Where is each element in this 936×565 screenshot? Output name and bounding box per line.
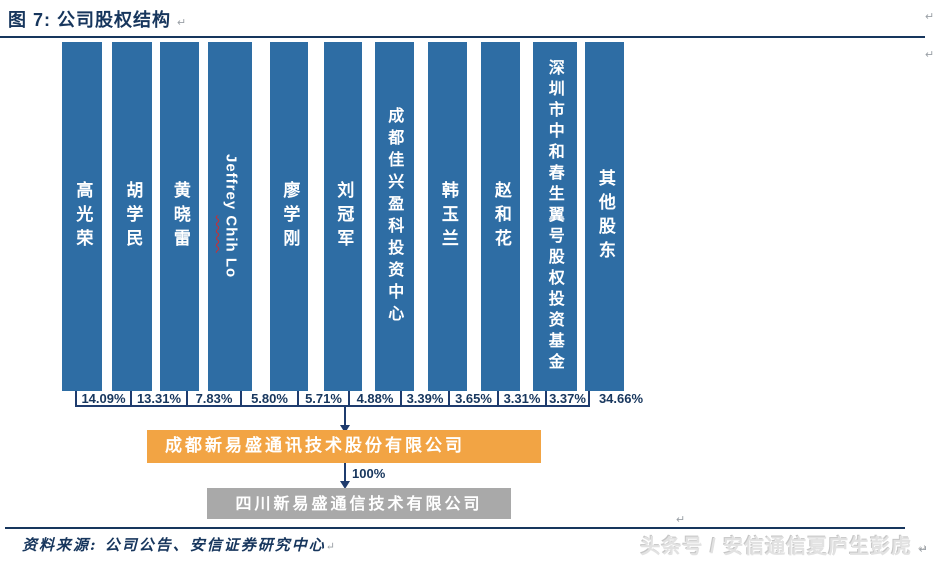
percent-row-baseline (75, 405, 588, 407)
paragraph-mark: ↵ (676, 514, 686, 526)
parent-company-box: 成都新易盛通讯技术股份有限公司 (147, 430, 541, 463)
shareholder-bar: 韩玉兰 (428, 42, 467, 391)
ownership-percent-label: 100% (352, 466, 386, 481)
shareholder-name: 胡学民 (122, 180, 143, 253)
title-underline (0, 36, 925, 38)
shareholder-bar: 高光荣 (62, 42, 102, 391)
source-text: 资料来源: 公司公告、安信证券研究中心 (22, 536, 326, 554)
shareholder-name: 成都佳兴盈科投资中心 (385, 106, 405, 327)
shareholder-bar: 黄晓雷 (160, 42, 199, 391)
percent-cell: 7.83% (186, 391, 240, 407)
shareholder-name: 赵和花 (490, 180, 511, 253)
shareholder-name: 廖学刚 (279, 180, 300, 253)
shareholder-bar: 刘冠军 (324, 42, 362, 391)
shareholder-name: 韩玉兰 (437, 180, 458, 253)
percent-cell: 3.37% (545, 391, 588, 407)
down-arrow-shaft (344, 407, 346, 427)
percent-row: 14.09% 13.31% 7.83% 5.80% 5.71% 4.88% 3.… (75, 391, 652, 407)
paragraph-mark: ↵ (918, 544, 928, 556)
percent-cell: 14.09% (75, 391, 130, 407)
down-arrow-icon (340, 425, 350, 433)
shareholder-bar: 深圳市中和春生翼号股权投资基金 (533, 42, 577, 391)
percent-cell: 5.80% (240, 391, 297, 407)
shareholder-bar: 其他股东 (585, 42, 624, 391)
source-note: 资料来源: 公司公告、安信证券研究中心↵ (22, 534, 335, 555)
percent-cell: 4.88% (348, 391, 400, 407)
shareholder-bar: 胡学民 (112, 42, 152, 391)
subsidiary-box: 四川新易盛通信技术有限公司 (207, 488, 511, 519)
shareholder-name: 高光荣 (72, 180, 93, 253)
shareholder-bar: Jeffrey Chih Lo (208, 42, 252, 391)
watermark-text: 头条号 / 安信通信夏庐生彭虎 (640, 536, 913, 558)
percent-cell: 34.66% (588, 391, 652, 407)
paragraph-mark: ↵ (925, 49, 935, 61)
down-arrow-shaft (344, 463, 346, 483)
percent-cell: 3.31% (497, 391, 545, 407)
shareholder-name: 黄晓雷 (169, 180, 190, 253)
shareholder-name: Jeffrey Chih Lo (222, 154, 239, 278)
spellcheck-squiggle: Chih (222, 215, 240, 254)
watermark: 头条号 / 安信通信夏庐生彭虎 ↵ (641, 530, 928, 559)
percent-cell: 5.71% (297, 391, 348, 407)
shareholder-name: 深圳市中和春生翼号股权投资基金 (545, 59, 565, 374)
shareholder-bar: 成都佳兴盈科投资中心 (375, 42, 414, 391)
down-arrow-icon (340, 481, 350, 489)
paragraph-mark: ↵ (325, 540, 335, 553)
shareholder-bar: 廖学刚 (270, 42, 308, 391)
figure-title-text: 图 7: 公司股权结构 (8, 10, 172, 30)
footer-rule (5, 527, 905, 529)
figure-title: 图 7: 公司股权结构 ↵ (8, 6, 186, 32)
shareholder-name: 其他股东 (594, 168, 615, 265)
percent-cell: 3.39% (400, 391, 448, 407)
percent-cell: 3.65% (448, 391, 497, 407)
shareholder-bar: 赵和花 (481, 42, 520, 391)
shareholder-name: 刘冠军 (333, 180, 354, 253)
paragraph-mark: ↵ (925, 11, 935, 23)
percent-cell: 13.31% (130, 391, 186, 407)
name-part: Jeffrey (222, 154, 240, 216)
paragraph-mark: ↵ (177, 17, 187, 29)
name-part: Lo (222, 253, 240, 279)
